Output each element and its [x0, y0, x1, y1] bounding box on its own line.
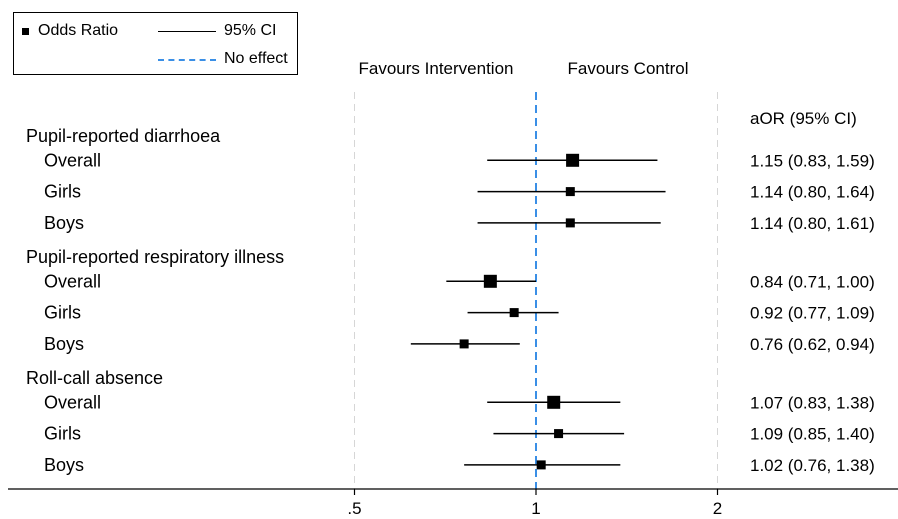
- aor-value: 1.14 (0.80, 1.64): [750, 183, 875, 202]
- row-label: Overall: [44, 271, 101, 291]
- gridlines: [354, 92, 718, 489]
- aor-column-header: aOR (95% CI): [750, 109, 857, 128]
- favours-intervention-label: Favours Intervention: [359, 59, 514, 78]
- odds-ratio-marker: [459, 339, 469, 349]
- legend-no-effect-label: No effect: [224, 50, 288, 67]
- odds-ratio-marker: [565, 218, 575, 228]
- odds-ratio-marker: [565, 187, 575, 197]
- odds-ratio-marker: [547, 395, 561, 409]
- aor-value: 1.09 (0.85, 1.40): [750, 425, 875, 444]
- row-label: Boys: [44, 213, 84, 233]
- row-label: Girls: [44, 424, 81, 444]
- group-label: Pupil-reported respiratory illness: [26, 247, 284, 267]
- estimates: [410, 153, 666, 470]
- aor-value: 1.02 (0.76, 1.38): [750, 456, 875, 475]
- group-label: Roll-call absence: [26, 368, 163, 388]
- x-tick-label: .5: [347, 499, 361, 518]
- legend-ci-line: [158, 31, 216, 32]
- aor-value: 1.15 (0.83, 1.59): [750, 151, 875, 170]
- row-label: Girls: [44, 182, 81, 202]
- labels: Favours Intervention Favours Control aOR…: [26, 59, 875, 475]
- legend: Odds Ratio 95% CI No effect: [13, 12, 298, 75]
- legend-odds-ratio-marker: [22, 28, 29, 35]
- aor-value: 1.07 (0.83, 1.38): [750, 393, 875, 412]
- row-label: Girls: [44, 303, 81, 323]
- x-tick-label: 1: [531, 499, 540, 518]
- group-label: Pupil-reported diarrhoea: [26, 126, 221, 146]
- odds-ratio-marker: [536, 460, 546, 470]
- legend-odds-ratio-label: Odds Ratio: [38, 22, 119, 39]
- odds-ratio-marker: [509, 308, 519, 318]
- aor-value: 1.14 (0.80, 1.61): [750, 214, 875, 233]
- legend-ci-label: 95% CI: [224, 22, 277, 39]
- favours-control-label: Favours Control: [568, 59, 689, 78]
- aor-value: 0.92 (0.77, 1.09): [750, 304, 875, 323]
- row-label: Overall: [44, 150, 101, 170]
- odds-ratio-marker: [566, 153, 580, 167]
- x-tick-label: 2: [713, 499, 722, 518]
- legend-no-effect-line: [158, 59, 216, 61]
- row-label: Overall: [44, 392, 101, 412]
- aor-value: 0.76 (0.62, 0.94): [750, 335, 875, 354]
- odds-ratio-marker: [554, 429, 564, 439]
- odds-ratio-marker: [483, 274, 497, 288]
- aor-value: 0.84 (0.71, 1.00): [750, 272, 875, 291]
- row-label: Boys: [44, 334, 84, 354]
- x-axis: .5 1 2: [8, 488, 898, 518]
- row-label: Boys: [44, 455, 84, 475]
